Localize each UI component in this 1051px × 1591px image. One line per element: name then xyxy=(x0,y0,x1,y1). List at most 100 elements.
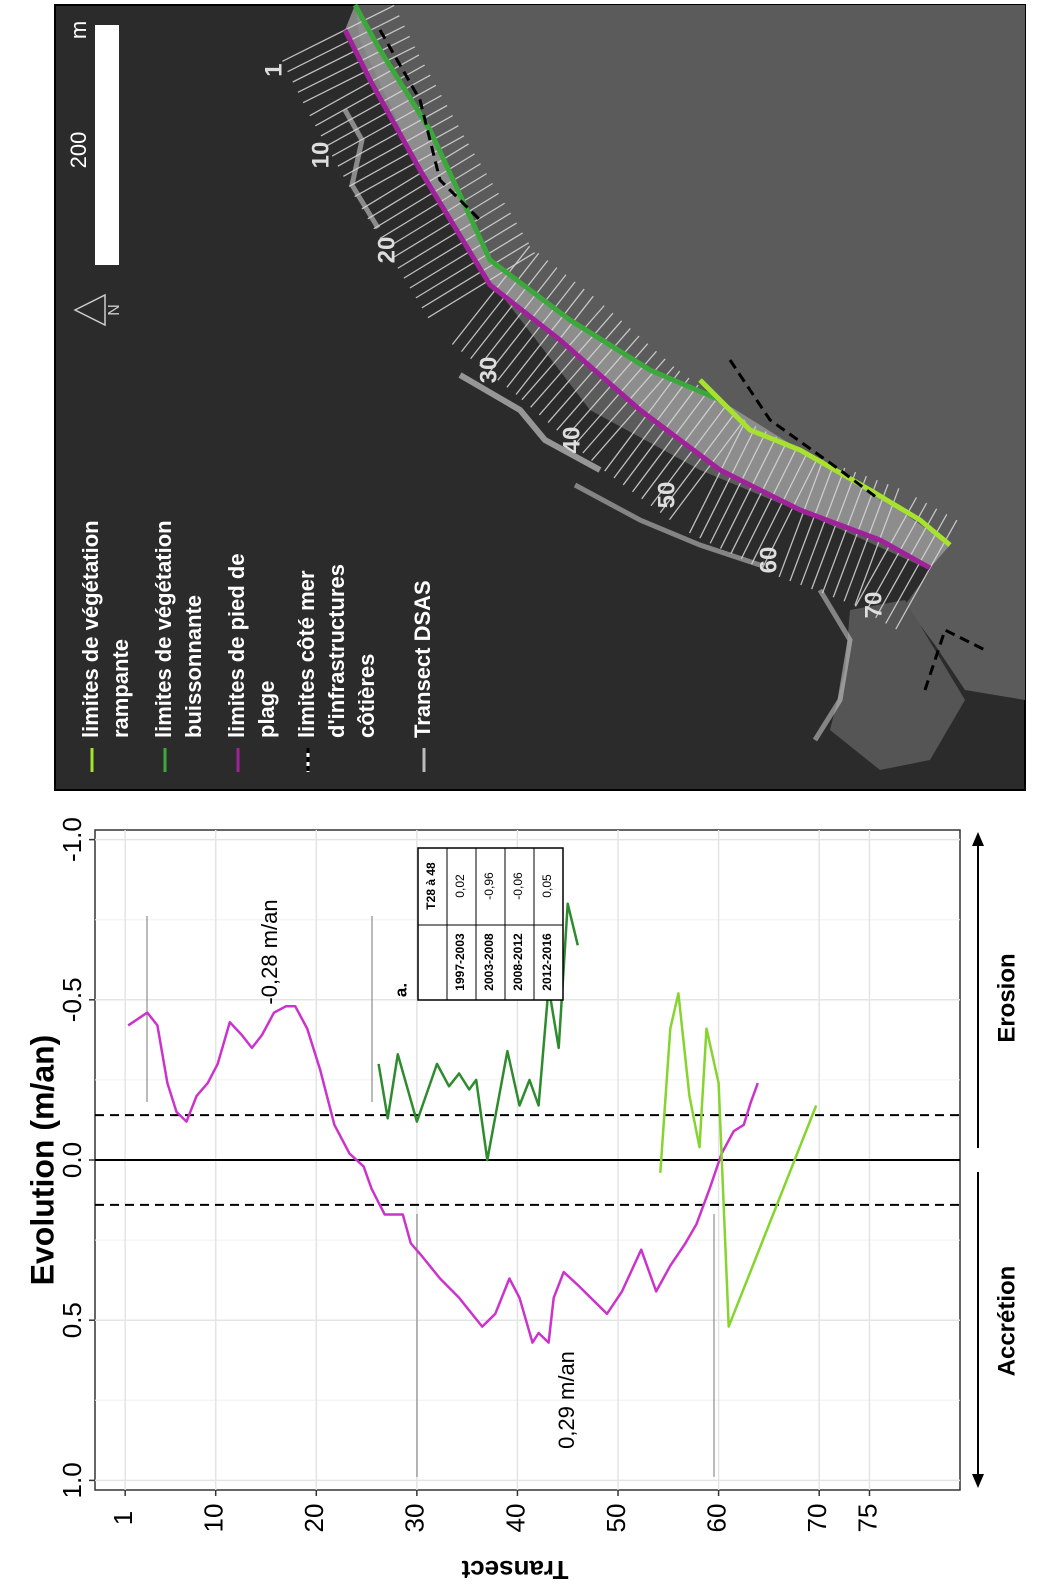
annotation: 0,29 m/an xyxy=(554,1351,579,1449)
map-transect xyxy=(719,436,778,549)
map-transect xyxy=(460,252,540,353)
map-surf xyxy=(812,588,853,742)
map-transect xyxy=(391,192,499,259)
map-creeping-line xyxy=(698,378,952,547)
legend-label: d'infrastructures xyxy=(324,564,349,738)
map-transect xyxy=(403,212,511,279)
axes: 1.0 0.5 0.0 -0.5 -1.0 1 10 20 30 40 50 60 70 75 xyxy=(57,817,882,1532)
table-frame xyxy=(417,847,564,1001)
map-transect xyxy=(547,328,631,423)
annotation: -0,28 m/an xyxy=(257,899,282,1004)
y-tick-label: -0.5 xyxy=(57,977,87,1022)
map-transect xyxy=(379,173,487,240)
x-tick-label: 20 xyxy=(299,1504,329,1533)
x-tick-label: 10 xyxy=(199,1504,229,1533)
map-transect xyxy=(699,426,757,539)
north-label: N xyxy=(106,304,123,316)
accretion-label: Accrétion xyxy=(993,1266,1020,1377)
map-transect xyxy=(582,358,666,454)
y-tick-label: 0.5 xyxy=(57,1302,87,1338)
map-transect xyxy=(421,242,530,309)
map-transect xyxy=(373,163,481,230)
map-transect xyxy=(326,84,437,147)
table-period: 2012-2016 xyxy=(540,933,554,991)
legend-label: limites de végétation xyxy=(151,520,176,738)
map-transect xyxy=(320,74,431,137)
legend-label: limites de végétation xyxy=(78,520,103,738)
map-headland xyxy=(830,600,965,770)
map-transect xyxy=(427,252,536,319)
legend-label: buissonnante xyxy=(181,595,206,738)
map-transect xyxy=(854,497,918,607)
table-value: 0,05 xyxy=(540,874,554,898)
map-transect xyxy=(297,35,410,93)
map-transect xyxy=(668,419,746,521)
map-transect xyxy=(821,475,867,594)
map-transect xyxy=(515,295,594,395)
reference-lines xyxy=(95,1114,960,1206)
map-transect xyxy=(451,245,531,345)
transect-labels: 1 10 20 30 40 50 60 70 xyxy=(260,63,887,618)
map-transect xyxy=(709,431,767,544)
map-transect xyxy=(409,222,517,289)
chart: -0,28 m/an 0,29 m/an T28 à 48 1997-2003 … xyxy=(24,817,1020,1585)
transect-label: 40 xyxy=(558,427,585,454)
y-tick-label: 0.0 xyxy=(57,1142,87,1178)
table-period: 1997-2003 xyxy=(453,933,467,991)
map-transect xyxy=(811,471,857,590)
table-value: 0,02 xyxy=(453,874,467,898)
transect-label: 20 xyxy=(373,237,400,264)
map-transect xyxy=(854,488,900,606)
annotation-brackets xyxy=(146,916,715,1477)
legend-label: Transect DSAS xyxy=(410,580,435,738)
map-transect xyxy=(337,104,448,167)
x-tick-label: 30 xyxy=(400,1504,430,1533)
map: 200 m N 1 10 20 30 40 50 60 70 limites de végét… xyxy=(54,3,1026,791)
transect-label: 70 xyxy=(860,592,887,619)
x-tick-label: 70 xyxy=(802,1504,832,1533)
transect-label: 1 xyxy=(260,63,287,76)
map-transect xyxy=(604,370,681,472)
map-transect xyxy=(479,267,558,367)
table-value: -0,06 xyxy=(511,872,525,900)
map-surf xyxy=(458,372,602,473)
map-infra-line xyxy=(378,29,482,222)
map-transect xyxy=(470,260,549,360)
map-transect xyxy=(740,446,798,560)
map-transect xyxy=(354,135,465,198)
x-axis-title: Transect xyxy=(461,1555,568,1585)
series-line xyxy=(127,1004,759,1344)
arrow-head xyxy=(972,1474,984,1488)
legend-label: limites côté mer xyxy=(294,570,319,738)
map-transect xyxy=(895,519,958,630)
map-transect xyxy=(488,274,567,374)
map-transect xyxy=(385,182,493,250)
map-transect xyxy=(397,202,505,269)
map-legend: limites de végétation rampante limites de … xyxy=(78,520,435,772)
y-tick-label: -1.0 xyxy=(57,817,87,862)
table-period: 2008-2012 xyxy=(511,933,525,991)
erosion-label: Erosion xyxy=(993,953,1020,1042)
map-transect xyxy=(282,4,395,62)
map-transect xyxy=(415,232,524,299)
map-transect xyxy=(631,391,709,493)
map-transect xyxy=(302,46,416,104)
map-infra-line xyxy=(728,359,881,502)
scale-label: 200 xyxy=(66,132,91,169)
x-tick-label: 1 xyxy=(108,1511,138,1525)
transect-label: 60 xyxy=(755,547,782,574)
map-transect xyxy=(800,467,846,586)
transect-label: 30 xyxy=(475,357,502,384)
grid xyxy=(95,830,960,1490)
scale-bar xyxy=(95,25,119,265)
map-transect xyxy=(622,384,699,486)
x-tick-label: 60 xyxy=(701,1504,731,1533)
table-value: -0,96 xyxy=(482,872,496,900)
map-transect xyxy=(506,288,585,388)
inset-table: T28 à 48 1997-2003 0,02 2003-2008 -0,96 … xyxy=(391,847,564,1001)
map-transect xyxy=(521,305,605,401)
map-transect xyxy=(331,94,442,157)
series-line xyxy=(659,992,818,1328)
map-transect xyxy=(789,463,835,582)
map-toe-line xyxy=(342,28,932,571)
